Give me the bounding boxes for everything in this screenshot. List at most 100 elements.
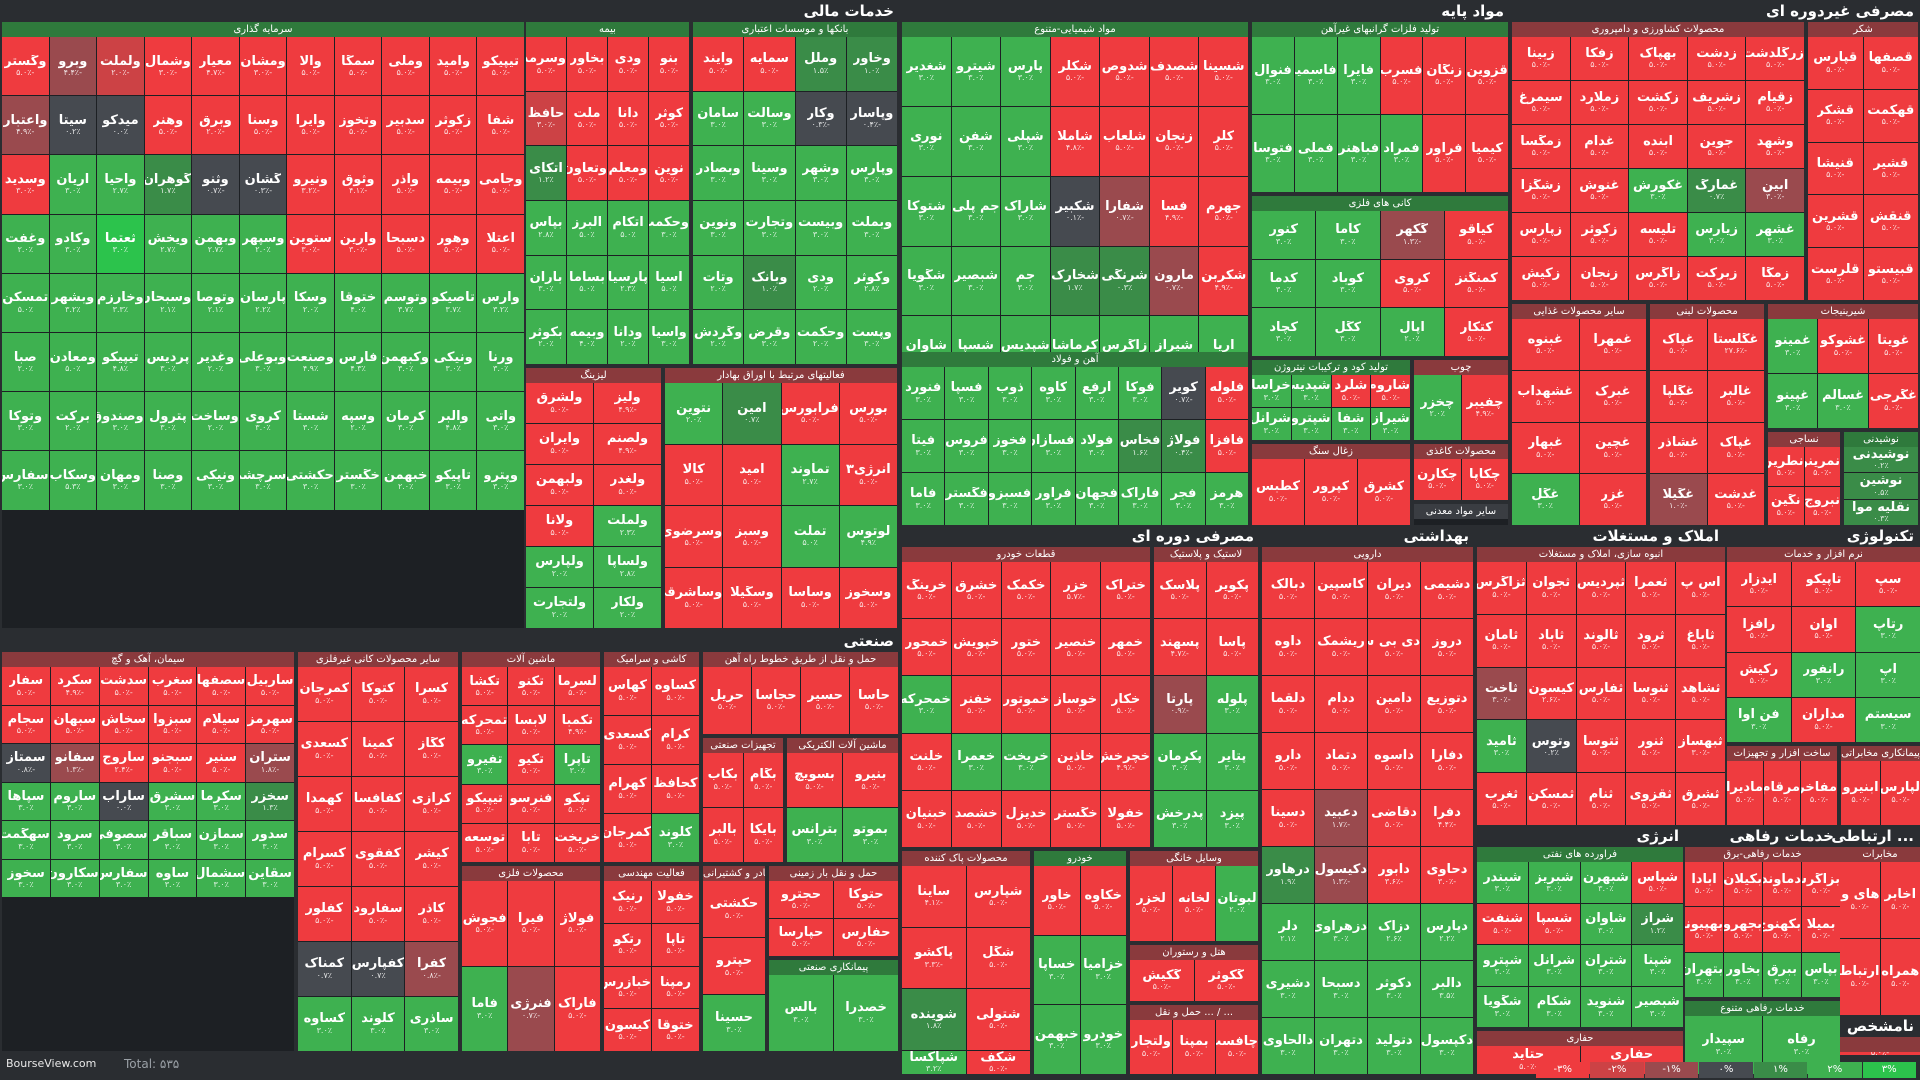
stock-tile[interactable]: وپارس ۳.۰٪ bbox=[846, 146, 897, 200]
stock-tile[interactable]: غشهر ۳.۰٪ bbox=[1746, 213, 1804, 256]
stock-tile[interactable]: شنفت -۵.۰٪ bbox=[1477, 903, 1528, 944]
stock-tile[interactable]: فیرا -۵.۰٪ bbox=[508, 881, 554, 966]
stock-tile[interactable]: ثتوسا -۵.۰٪ bbox=[1576, 720, 1626, 773]
stock-tile[interactable]: ثزاگرس -۵.۰٪ bbox=[1477, 562, 1526, 614]
stock-tile[interactable]: سشمال ۳.۰٪ bbox=[197, 859, 246, 897]
stock-tile[interactable]: پاکشو -۳.۳٪ bbox=[902, 927, 966, 989]
stock-tile[interactable]: ثنور -۵.۰٪ bbox=[1626, 720, 1676, 773]
stock-tile[interactable]: فولاد ۳.۰٪ bbox=[1075, 420, 1118, 472]
stock-tile[interactable]: رتاپ ۳.۰٪ bbox=[1856, 607, 1920, 652]
stock-tile[interactable]: دامین -۵.۰٪ bbox=[1368, 676, 1420, 732]
group-title[interactable]: پیمانکاری مخابراتی bbox=[1841, 746, 1920, 761]
group-title[interactable]: سرمایه گذاری bbox=[2, 22, 524, 37]
stock-tile[interactable]: غشوکو -۵.۰٪ bbox=[1818, 319, 1868, 373]
group-title[interactable]: محصولات فلزی bbox=[462, 866, 600, 881]
stock-tile[interactable]: فمراد ۳.۰٪ bbox=[1380, 115, 1423, 192]
stock-tile[interactable]: ونیرو -۳.۲٪ bbox=[287, 155, 334, 214]
stock-tile[interactable]: ساینا -۴.۱٪ bbox=[902, 866, 966, 927]
stock-tile[interactable]: ویخش ۲.۷٪ bbox=[144, 214, 192, 273]
stock-tile[interactable]: کفافسا -۵.۰٪ bbox=[351, 777, 405, 831]
stock-tile[interactable]: لبوتان ۲.۰٪ bbox=[1216, 866, 1258, 941]
group-title[interactable]: محصولات کشاورزی و دامپروری bbox=[1512, 22, 1804, 37]
stock-tile[interactable]: کپرور -۵.۰٪ bbox=[1305, 459, 1357, 525]
stock-tile[interactable]: سامان ۳.۰٪ bbox=[693, 91, 744, 146]
stock-tile[interactable]: اتکام ۵.۰٪ bbox=[608, 201, 648, 255]
stock-tile[interactable]: دماوند -۵.۰٪ bbox=[1763, 862, 1801, 907]
group-title[interactable]: خودرو bbox=[1034, 851, 1126, 866]
stock-tile[interactable]: غبنوه -۵.۰٪ bbox=[1512, 319, 1579, 370]
stock-tile[interactable]: دانا -۵.۰٪ bbox=[608, 91, 648, 146]
group-title[interactable]: سیمان، آهک و گچ bbox=[2, 652, 294, 667]
stock-tile[interactable]: فاما ۳.۰٪ bbox=[902, 473, 945, 525]
group-title[interactable]: نساجی bbox=[1768, 432, 1840, 447]
stock-tile[interactable]: فتوسا ۳.۰٪ bbox=[1252, 115, 1294, 192]
stock-tile[interactable]: ثامان -۵.۰٪ bbox=[1477, 614, 1526, 667]
stock-tile[interactable]: گشان -۰.۳٪ bbox=[239, 155, 287, 214]
stock-tile[interactable]: حپترو -۵.۰٪ bbox=[703, 938, 765, 994]
stock-tile[interactable]: فایرا ۳.۰٪ bbox=[1337, 37, 1380, 114]
stock-tile[interactable]: فجر ۳.۰٪ bbox=[1162, 473, 1205, 525]
stock-tile[interactable]: وخارزم ۳.۳٪ bbox=[97, 273, 144, 332]
group-title[interactable]: محصولات لبنی bbox=[1650, 304, 1764, 319]
stock-tile[interactable]: فنورد ۳.۰٪ bbox=[902, 367, 945, 419]
stock-tile[interactable]: فجهان ۳.۰٪ bbox=[1075, 473, 1118, 525]
group-title[interactable]: آهن و فولاد bbox=[902, 352, 1248, 367]
stock-tile[interactable]: ولصنم -۴.۹٪ bbox=[594, 424, 661, 464]
stock-tile[interactable]: اوان -۵.۰٪ bbox=[1791, 607, 1856, 652]
stock-tile[interactable]: دیران -۵.۰٪ bbox=[1368, 562, 1420, 618]
stock-tile[interactable]: فخوز ۳.۰٪ bbox=[988, 420, 1032, 472]
stock-tile[interactable]: گکوثر -۵.۰٪ bbox=[1194, 960, 1258, 1001]
group-title[interactable]: قطعات خودرو bbox=[902, 547, 1150, 562]
stock-tile[interactable]: خمحرکه ۳.۰٪ bbox=[902, 676, 951, 733]
stock-tile[interactable]: قصفها -۵.۰٪ bbox=[1863, 37, 1918, 89]
stock-tile[interactable]: فولاژ -۰.۴٪ bbox=[1162, 420, 1205, 472]
stock-tile[interactable]: زبرکت -۵.۰٪ bbox=[1687, 257, 1746, 300]
stock-tile[interactable]: قشرین -۵.۰٪ bbox=[1808, 195, 1863, 248]
stock-tile[interactable]: تمسکن ۵.۰٪ bbox=[2, 273, 49, 332]
stock-tile[interactable]: لخانه -۵.۰٪ bbox=[1173, 866, 1215, 941]
stock-tile[interactable]: وصنا ۳.۰٪ bbox=[144, 451, 192, 510]
stock-tile[interactable]: بکهنوج-۵.۰٪ bbox=[1763, 907, 1801, 952]
stock-tile[interactable]: زملارد -۵.۰٪ bbox=[1570, 81, 1629, 124]
stock-tile[interactable]: شدوص -۵.۰٪ bbox=[1100, 37, 1149, 106]
group-title[interactable]: چوب bbox=[1414, 360, 1508, 375]
stock-tile[interactable]: سکرما ۳.۰٪ bbox=[197, 782, 246, 820]
stock-tile[interactable]: دتوزیع -۵.۰٪ bbox=[1421, 676, 1473, 732]
stock-tile[interactable]: ونیکی ۳.۰٪ bbox=[192, 451, 239, 510]
stock-tile[interactable]: سپاها ۳.۰٪ bbox=[2, 782, 50, 820]
stock-tile[interactable]: شپاس -۵.۰٪ bbox=[1632, 862, 1683, 903]
stock-tile[interactable]: خبنیان -۵.۰٪ bbox=[902, 790, 951, 847]
stock-tile[interactable]: حریل -۵.۰٪ bbox=[703, 667, 751, 734]
stock-tile[interactable]: شبریز ۳.۰٪ bbox=[1528, 862, 1580, 903]
stock-tile[interactable]: کمرجان -۵.۰٪ bbox=[604, 814, 651, 862]
stock-tile[interactable]: وسرضوی -۵.۰٪ bbox=[665, 506, 723, 567]
stock-tile[interactable]: کطبس -۵.۰٪ bbox=[1252, 459, 1304, 525]
stock-tile[interactable]: کفرا -۰.۸٪ bbox=[405, 942, 458, 996]
stock-tile[interactable]: فن آوا ۳.۰٪ bbox=[1727, 697, 1791, 742]
stock-tile[interactable]: غزر -۵.۰٪ bbox=[1579, 474, 1646, 525]
stock-tile[interactable]: ثقزوی -۵.۰٪ bbox=[1626, 773, 1676, 825]
stock-tile[interactable]: حسینا ۳.۰٪ bbox=[703, 995, 765, 1051]
stock-tile[interactable]: لخزر -۵.۰٪ bbox=[1130, 866, 1172, 941]
stock-tile[interactable]: شخارک ۱.۷٪ bbox=[1050, 246, 1100, 316]
stock-tile[interactable]: بایکا -۵.۰٪ bbox=[743, 808, 783, 862]
stock-tile[interactable]: ستوین -۳.۰٪ bbox=[287, 214, 334, 273]
stock-tile[interactable]: آریان ۳.۰٪ bbox=[49, 155, 97, 214]
stock-tile[interactable]: سمازن ۳.۰٪ bbox=[197, 821, 246, 859]
stock-tile[interactable]: دزهراوی ۳.۰٪ bbox=[1315, 904, 1367, 960]
stock-tile[interactable]: خکمک -۵.۰٪ bbox=[1001, 562, 1051, 619]
stock-tile[interactable]: وتعاون -۵.۰٪ bbox=[567, 146, 607, 200]
stock-tile[interactable]: خموتور -۵.۰٪ bbox=[1001, 676, 1051, 733]
stock-tile[interactable]: خفنر -۵.۰٪ bbox=[951, 676, 1001, 733]
stock-tile[interactable]: زدشت -۵.۰٪ bbox=[1687, 37, 1746, 80]
group-title[interactable]: فراورده های نفتی bbox=[1477, 847, 1683, 862]
stock-tile[interactable]: خریخت -۵.۰٪ bbox=[554, 823, 600, 862]
group-title[interactable]: فعالیت مهندسی bbox=[604, 866, 699, 881]
stock-tile[interactable]: باران ۳.۰٪ bbox=[526, 255, 566, 310]
stock-tile[interactable]: کتوکا -۵.۰٪ bbox=[351, 667, 405, 721]
stock-tile[interactable]: پسهند -۴.۷٪ bbox=[1154, 619, 1206, 676]
stock-tile[interactable]: آبادا -۵.۰٪ bbox=[1685, 862, 1723, 907]
stock-tile[interactable]: اتکای ۱.۲٪ bbox=[526, 146, 566, 200]
stock-tile[interactable]: ابنیرو -۵.۰٪ bbox=[1841, 761, 1880, 825]
stock-tile[interactable]: ثفارس -۵.۰٪ bbox=[1576, 667, 1626, 720]
